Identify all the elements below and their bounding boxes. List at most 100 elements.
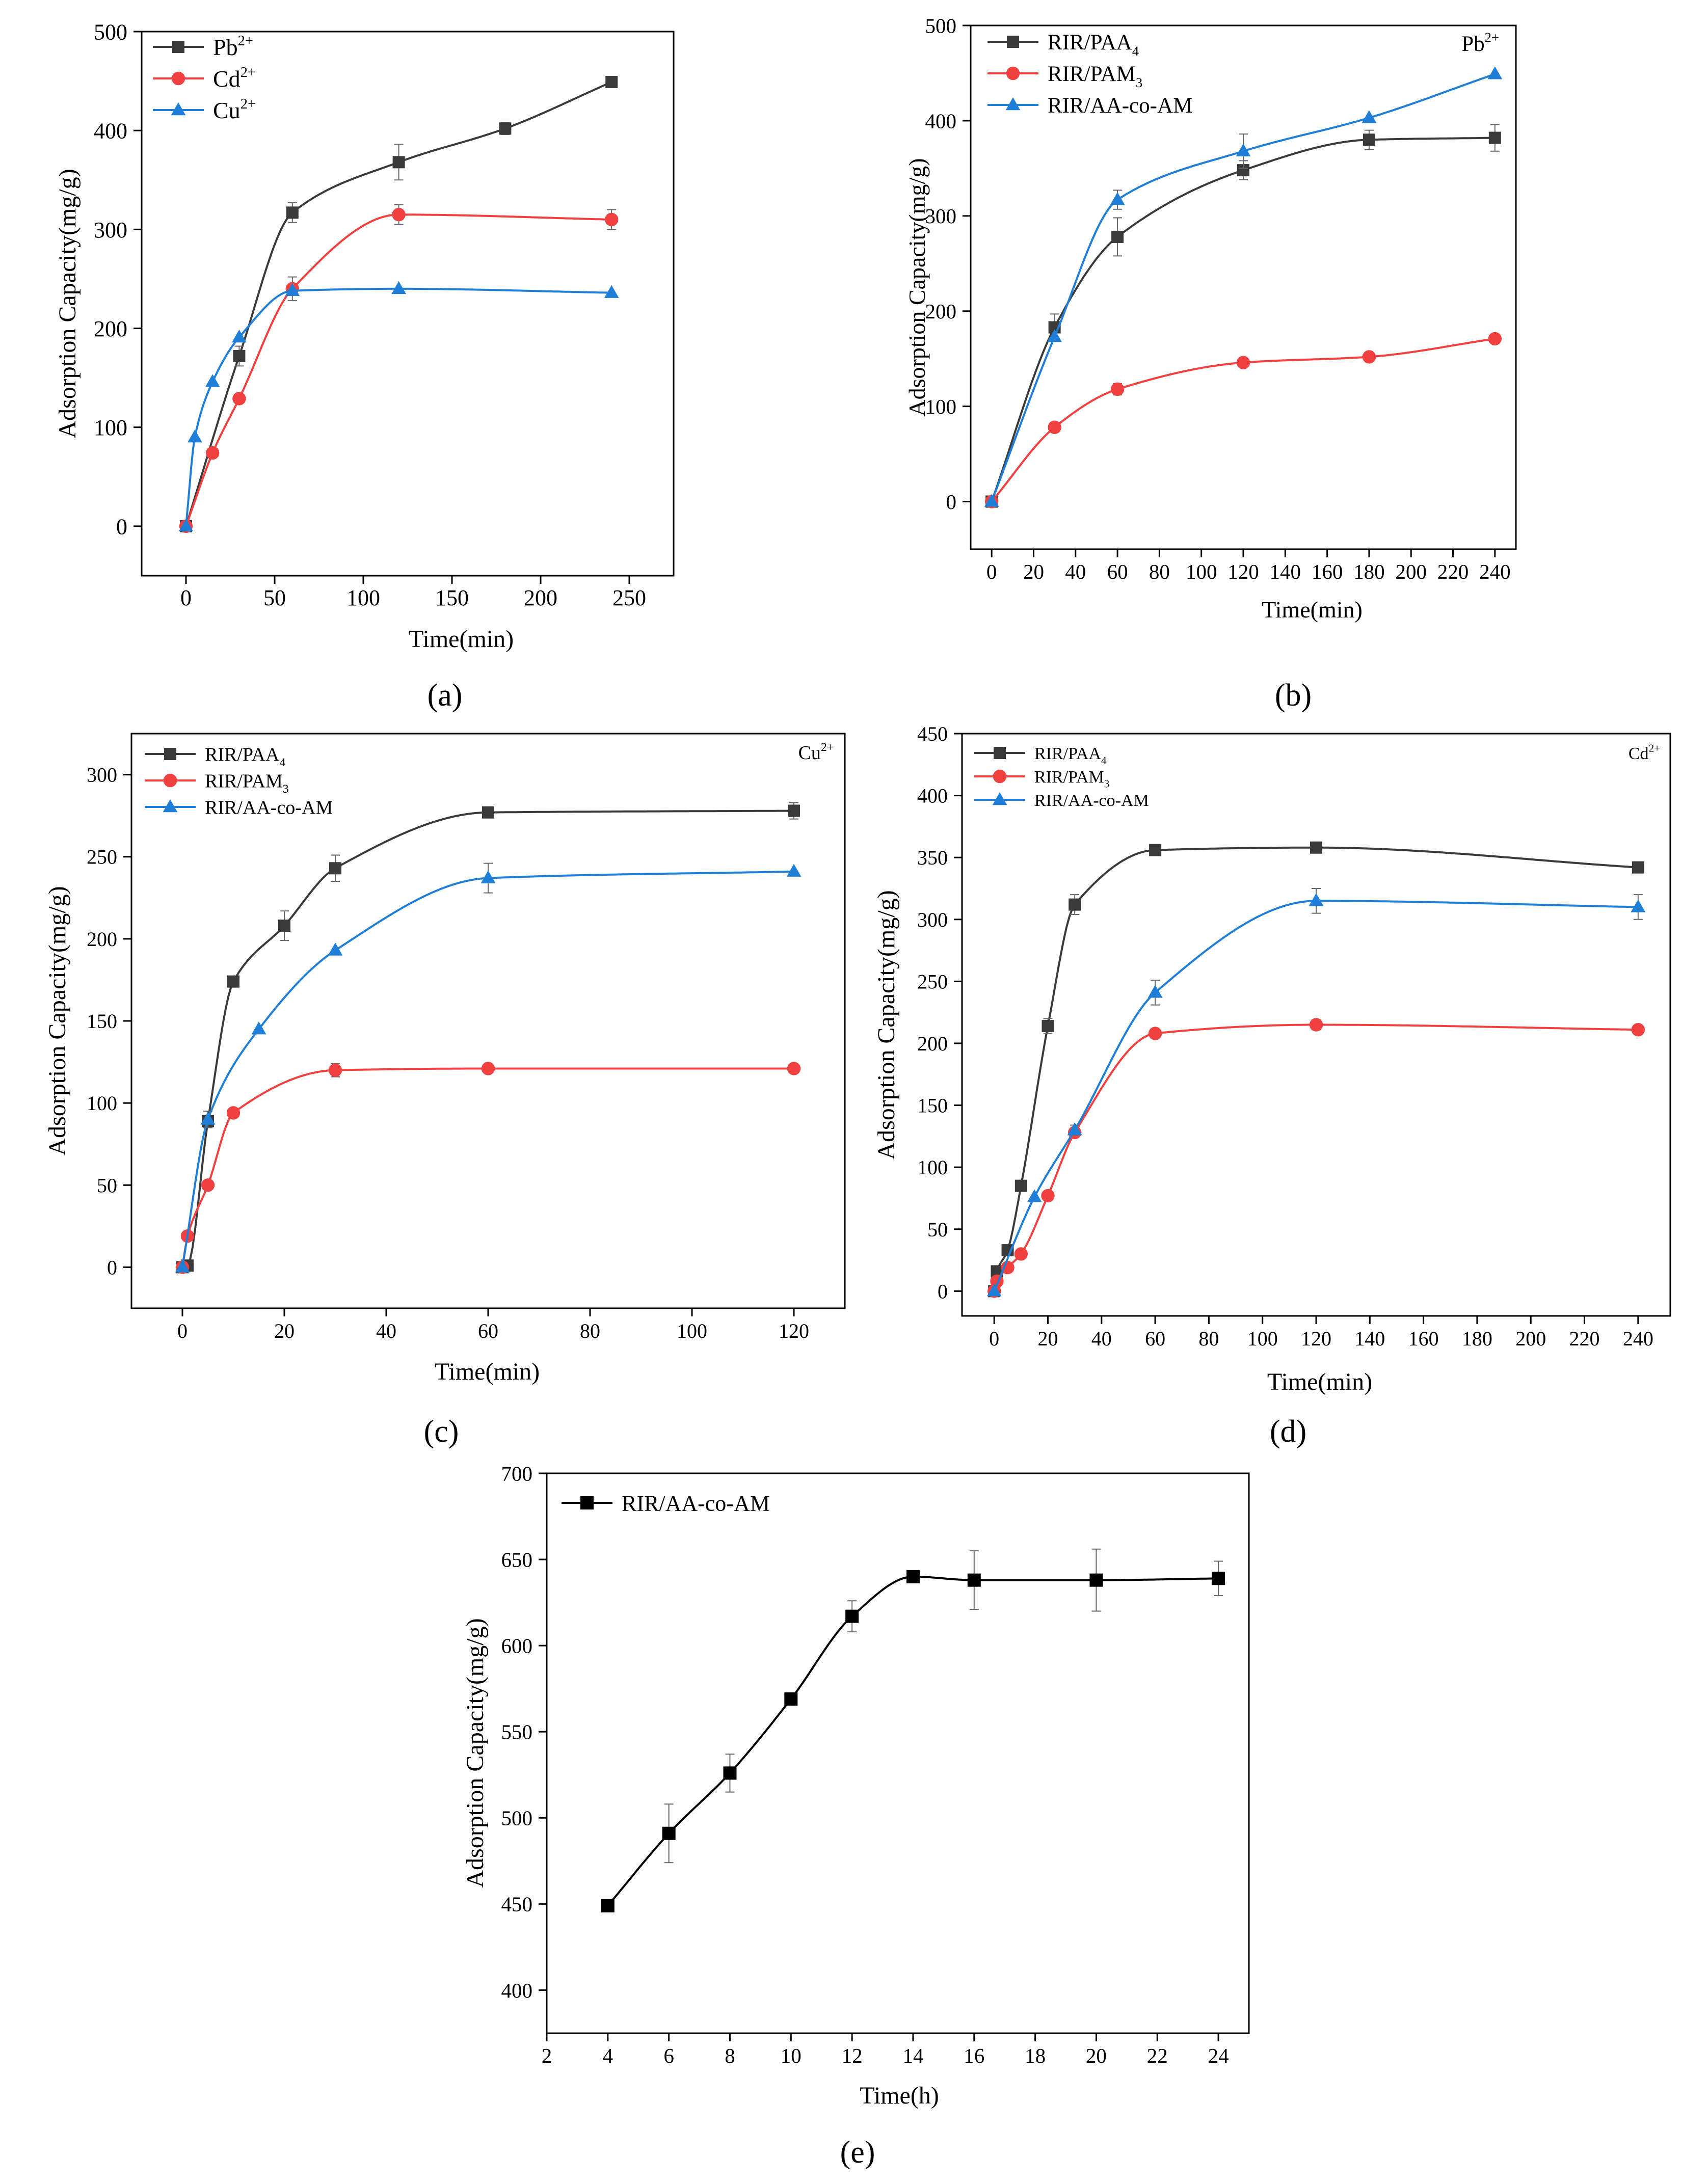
y-tick-label: 200 bbox=[87, 928, 117, 951]
legend-marker bbox=[580, 1496, 594, 1509]
x-tick-label: 40 bbox=[1091, 1327, 1112, 1350]
data-point bbox=[1149, 844, 1162, 856]
chart-b: 0 20 40 60 80 100 120 140 160 180 200 220 240 0 100 200… bbox=[904, 14, 1517, 713]
data-point bbox=[1041, 1189, 1055, 1203]
data-point bbox=[605, 212, 619, 227]
x-axis-label: Time(min) bbox=[409, 626, 514, 653]
data-point bbox=[1631, 899, 1646, 912]
x-tick-label: 60 bbox=[478, 1319, 498, 1342]
x-tick-label: 20 bbox=[1086, 2044, 1107, 2067]
series-RIR/AA-co-AM: RIR/AA-co-AM bbox=[984, 66, 1503, 507]
series-line bbox=[185, 287, 612, 527]
data-point bbox=[278, 920, 290, 932]
data-point bbox=[1363, 133, 1375, 146]
y-tick-label: 350 bbox=[917, 846, 948, 869]
data-point bbox=[1488, 131, 1501, 144]
series-line bbox=[181, 1067, 794, 1268]
y-tick-label: 150 bbox=[917, 1094, 948, 1117]
series-RIR/PAM3: RIR/PAM3 bbox=[145, 770, 801, 1274]
x-tick-label: 60 bbox=[1107, 560, 1128, 583]
data-point bbox=[251, 1021, 266, 1035]
x-tick-label: 20 bbox=[1037, 1327, 1058, 1350]
x-tick-label: 140 bbox=[1270, 560, 1301, 583]
x-tick-label: 20 bbox=[1023, 560, 1044, 583]
data-point bbox=[906, 1570, 920, 1583]
y-tick-label: 150 bbox=[87, 1010, 117, 1033]
y-tick-label: 400 bbox=[917, 785, 948, 807]
data-point bbox=[601, 1899, 615, 1912]
y-axis-label: Adsorption Capacity(mg/g) bbox=[904, 158, 930, 416]
x-tick-label: 8 bbox=[725, 2044, 735, 2067]
data-point bbox=[391, 281, 406, 294]
series-RIR/PAM3: RIR/PAM3 bbox=[984, 62, 1502, 508]
data-point bbox=[481, 870, 496, 883]
y-tick-label: 700 bbox=[501, 1462, 533, 1485]
x-tick-label: 200 bbox=[1515, 1327, 1546, 1350]
legend-marker bbox=[1005, 97, 1021, 111]
y-tick-label: 300 bbox=[917, 908, 948, 931]
series-RIR/PAM3: RIR/PAM3 bbox=[974, 768, 1645, 1298]
series-line bbox=[607, 1575, 1219, 1907]
series-line bbox=[993, 900, 1638, 1292]
legend-marker bbox=[992, 792, 1007, 805]
x-tick-label: 220 bbox=[1437, 560, 1469, 583]
x-tick-label: 60 bbox=[1145, 1327, 1165, 1350]
y-tick-label: 550 bbox=[501, 1720, 533, 1744]
legend-marker bbox=[172, 41, 184, 53]
data-point bbox=[1310, 841, 1322, 854]
y-tick-label: 400 bbox=[925, 109, 957, 132]
data-point bbox=[1631, 1023, 1645, 1037]
series-RIR/PAA4: RIR/PAA4 bbox=[145, 744, 800, 1274]
data-point bbox=[178, 518, 194, 532]
x-tick-label: 18 bbox=[1025, 2044, 1046, 2067]
panel-label: (b) bbox=[1275, 678, 1312, 713]
data-point bbox=[175, 1259, 190, 1273]
y-tick-label: 50 bbox=[927, 1218, 948, 1241]
legend-marker bbox=[994, 747, 1006, 759]
data-point bbox=[1236, 356, 1250, 369]
data-point bbox=[986, 1283, 1002, 1297]
series-RIR/AA-co-AM: RIR/AA-co-AM bbox=[145, 797, 802, 1273]
data-point bbox=[1067, 1122, 1082, 1136]
data-point bbox=[1110, 192, 1125, 205]
y-tick-label: 100 bbox=[87, 1092, 117, 1115]
series-line bbox=[991, 137, 1495, 502]
x-tick-label: 120 bbox=[1301, 1327, 1331, 1350]
y-tick-label: 250 bbox=[87, 846, 117, 869]
corner-ion-label: Cd2+ bbox=[1629, 742, 1660, 763]
series-line bbox=[993, 1023, 1638, 1291]
data-point bbox=[285, 283, 300, 296]
data-point bbox=[1042, 1019, 1054, 1032]
x-tick-label: 150 bbox=[435, 585, 469, 610]
data-point bbox=[1148, 1027, 1162, 1040]
panel-label: (d) bbox=[1270, 1414, 1306, 1449]
y-tick-label: 0 bbox=[938, 1280, 948, 1303]
legend-label: RIR/AA-co-AM bbox=[205, 797, 333, 818]
panel-label: (c) bbox=[424, 1414, 459, 1449]
data-point bbox=[1362, 110, 1377, 123]
x-axis-label: Time(h) bbox=[860, 2082, 939, 2109]
x-tick-label: 160 bbox=[1312, 560, 1343, 583]
legend-marker bbox=[993, 769, 1007, 784]
y-axis-label: Adsorption Capacity(mg/g) bbox=[462, 1618, 489, 1888]
y-tick-label: 500 bbox=[94, 19, 127, 44]
chart-a: 0 50 100 150 200 250 0 100 200 300 400 500 Time(min)… bbox=[54, 19, 675, 713]
y-tick-label: 50 bbox=[97, 1174, 117, 1197]
x-tick-label: 100 bbox=[1186, 560, 1217, 583]
x-tick-label: 80 bbox=[580, 1319, 600, 1342]
panel-label: (e) bbox=[840, 2135, 875, 2170]
x-tick-label: 24 bbox=[1208, 2044, 1229, 2067]
y-tick-label: 0 bbox=[116, 514, 127, 539]
data-point bbox=[1110, 382, 1125, 396]
x-tick-label: 0 bbox=[989, 1327, 999, 1350]
series-RIR/PAA4: RIR/PAA4 bbox=[974, 744, 1644, 1298]
data-point bbox=[286, 206, 299, 219]
data-point bbox=[1048, 420, 1061, 434]
x-tick-label: 14 bbox=[902, 2044, 923, 2067]
data-point bbox=[1111, 230, 1124, 243]
legend-label: RIR/PAM3 bbox=[1034, 768, 1109, 790]
data-point bbox=[1362, 350, 1376, 364]
x-tick-label: 180 bbox=[1353, 560, 1385, 583]
data-point bbox=[662, 1826, 676, 1840]
